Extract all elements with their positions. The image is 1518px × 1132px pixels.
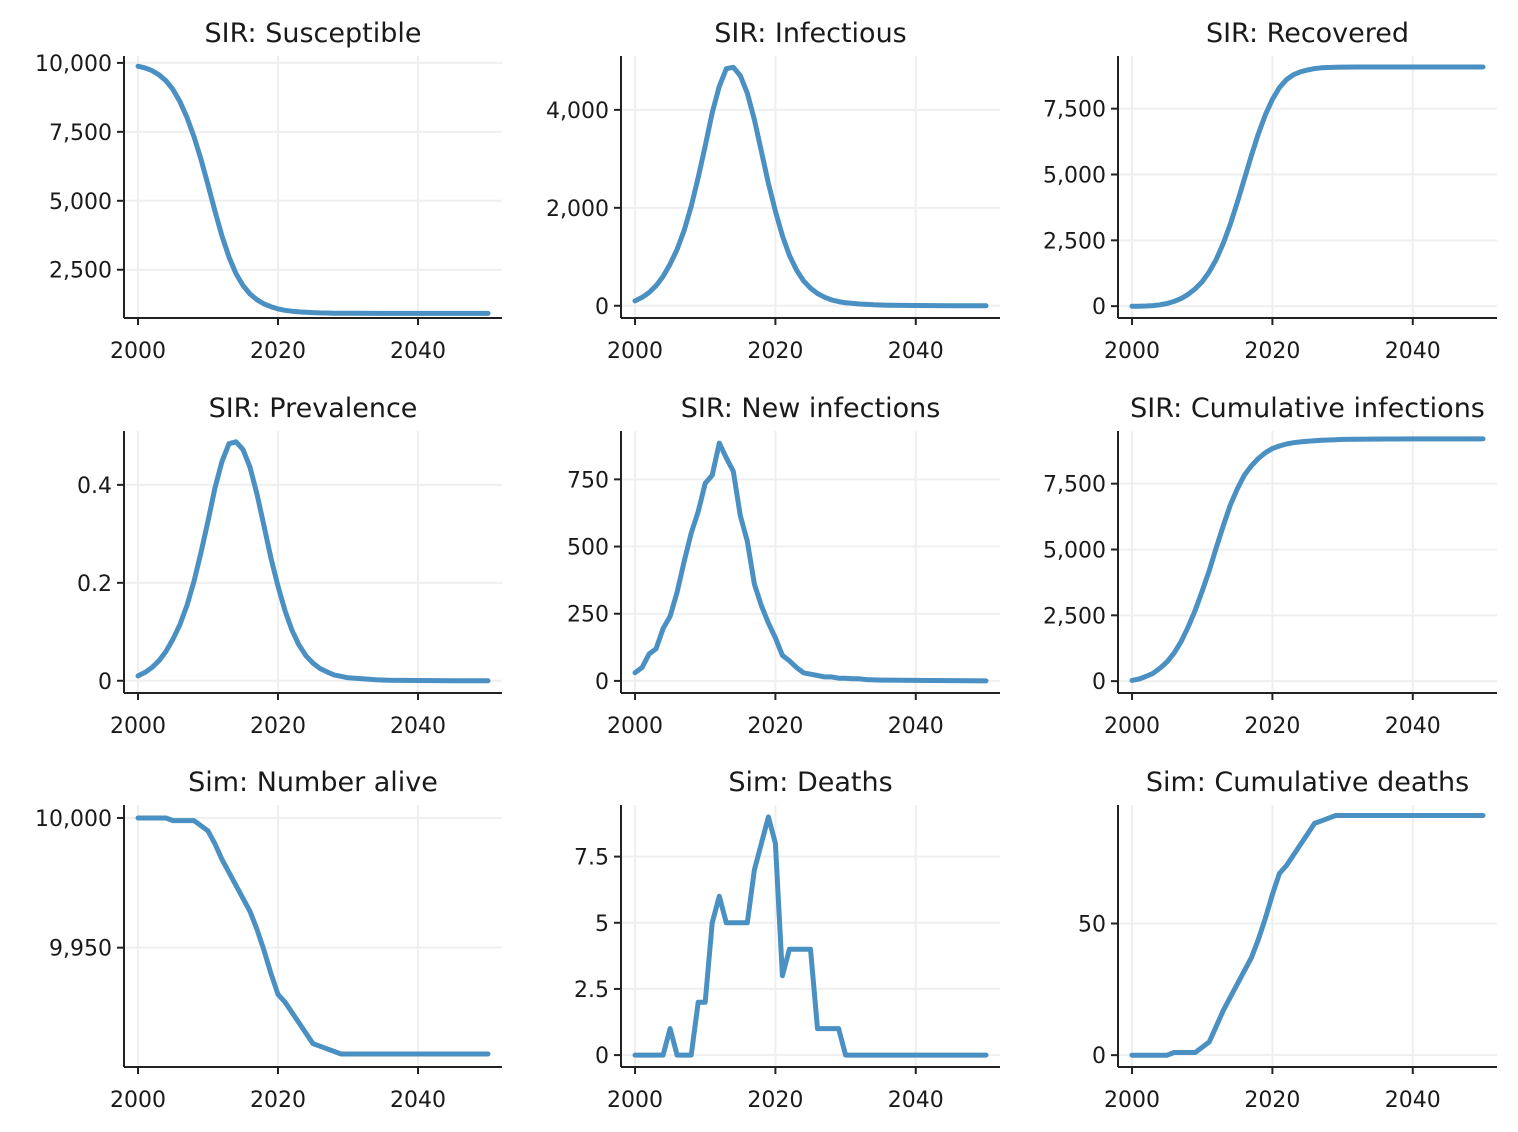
x-tick-label: 2040	[390, 339, 446, 364]
chart-panel-6: SIR: Cumulative infections 2000 2020 2040 0 2…	[1043, 393, 1497, 739]
x-tick-label: 2000	[1104, 1088, 1160, 1113]
chart-panel-8: Sim: Deaths 2000 2020 2040 0 2.5 5 7.5	[574, 767, 1000, 1113]
series-line	[135, 63, 491, 316]
chart-panel-7: Sim: Number alive 2000 2020 2040 9,950 10,000	[35, 767, 502, 1113]
chart-title: SIR: Susceptible	[205, 18, 422, 49]
series-line	[632, 64, 989, 309]
y-tick-label: 2,500	[1043, 604, 1106, 629]
y-tick-label: 250	[567, 603, 609, 628]
y-tick-label: 0.2	[77, 572, 112, 597]
chart-panel-3: SIR: Recovered 2000 2020 2040 0 2,500 5,000 7,5…	[1043, 18, 1497, 364]
x-tick-label: 2020	[250, 339, 306, 364]
chart-panel-9: Sim: Cumulative deaths 2000 2020 2040 0 50	[1078, 767, 1497, 1113]
y-tick-label: 50	[1078, 912, 1106, 937]
y-tick-label: 5,000	[1043, 163, 1106, 188]
chart-panel-1: SIR: Susceptible 2000 2020 2040 2,500 5,000 7,…	[35, 18, 502, 364]
x-tick-label: 2000	[110, 714, 166, 739]
chart-title: SIR: Cumulative infections	[1130, 393, 1485, 424]
x-tick-label: 2000	[1104, 339, 1160, 364]
x-tick-label: 2040	[888, 714, 944, 739]
chart-panel-2: SIR: Infectious 2000 2020 2040 0 2,000 4,000	[546, 18, 1000, 364]
x-tick-label: 2020	[1244, 1088, 1300, 1113]
y-tick-label: 0	[1092, 295, 1106, 320]
series-line	[135, 815, 491, 1057]
x-tick-label: 2000	[110, 339, 166, 364]
x-tick-label: 2020	[1244, 339, 1300, 364]
x-tick-label: 2020	[250, 714, 306, 739]
y-tick-label: 2,000	[546, 197, 609, 222]
x-tick-label: 2000	[607, 1088, 663, 1113]
chart-title: Sim: Number alive	[188, 767, 438, 798]
y-tick-label: 0	[595, 295, 609, 320]
chart-title: SIR: Infectious	[714, 18, 907, 49]
x-tick-label: 2020	[250, 1088, 306, 1113]
y-tick-label: 0	[1092, 1044, 1106, 1069]
y-tick-label: 5,000	[1043, 538, 1106, 563]
y-tick-label: 7,500	[1043, 98, 1106, 123]
chart-title: SIR: Recovered	[1206, 18, 1409, 49]
y-tick-label: 0.4	[77, 474, 112, 499]
y-tick-label: 7.5	[574, 846, 609, 871]
y-tick-label: 0	[1092, 670, 1106, 695]
y-tick-label: 0	[595, 1044, 609, 1069]
y-tick-label: 5,000	[49, 190, 112, 215]
y-tick-label: 2,500	[1043, 229, 1106, 254]
x-tick-label: 2020	[747, 714, 803, 739]
chart-title: SIR: New infections	[681, 393, 941, 424]
x-tick-label: 2020	[1244, 714, 1300, 739]
x-tick-label: 2040	[888, 1088, 944, 1113]
y-tick-label: 0	[595, 670, 609, 695]
x-tick-label: 2000	[110, 1088, 166, 1113]
y-tick-label: 5	[595, 912, 609, 937]
y-tick-label: 9,950	[49, 937, 112, 962]
y-tick-label: 10,000	[35, 807, 112, 832]
chart-panel-5: SIR: New infections 2000 2020 2040 0 250 500 75…	[567, 393, 1000, 739]
x-tick-label: 2040	[1385, 339, 1441, 364]
x-tick-label: 2000	[607, 339, 663, 364]
y-tick-label: 10,000	[35, 52, 112, 77]
y-tick-label: 0	[98, 670, 112, 695]
x-tick-label: 2000	[607, 714, 663, 739]
y-tick-label: 2.5	[574, 978, 609, 1003]
series-line	[632, 814, 989, 1058]
x-tick-label: 2040	[1385, 1088, 1441, 1113]
x-tick-label: 2040	[888, 339, 944, 364]
x-tick-label: 2040	[1385, 714, 1441, 739]
x-tick-label: 2000	[1104, 714, 1160, 739]
chart-title: Sim: Deaths	[728, 767, 892, 798]
series-line	[135, 439, 491, 684]
chart-title: SIR: Prevalence	[209, 393, 418, 424]
series-line	[632, 440, 989, 684]
x-tick-label: 2040	[390, 714, 446, 739]
x-tick-label: 2040	[390, 1088, 446, 1113]
x-tick-label: 2020	[747, 1088, 803, 1113]
y-tick-label: 2,500	[49, 259, 112, 284]
series-line	[1129, 64, 1486, 309]
y-tick-label: 750	[567, 468, 609, 493]
y-tick-label: 4,000	[546, 99, 609, 124]
series-line	[1129, 813, 1486, 1058]
y-tick-label: 500	[567, 536, 609, 561]
chart-panel-4: SIR: Prevalence 2000 2020 2040 0 0.2 0.4	[77, 393, 502, 739]
x-tick-label: 2020	[747, 339, 803, 364]
y-tick-label: 7,500	[1043, 473, 1106, 498]
chart-title: Sim: Cumulative deaths	[1146, 767, 1469, 798]
series-line	[1129, 436, 1486, 683]
y-tick-label: 7,500	[49, 121, 112, 146]
